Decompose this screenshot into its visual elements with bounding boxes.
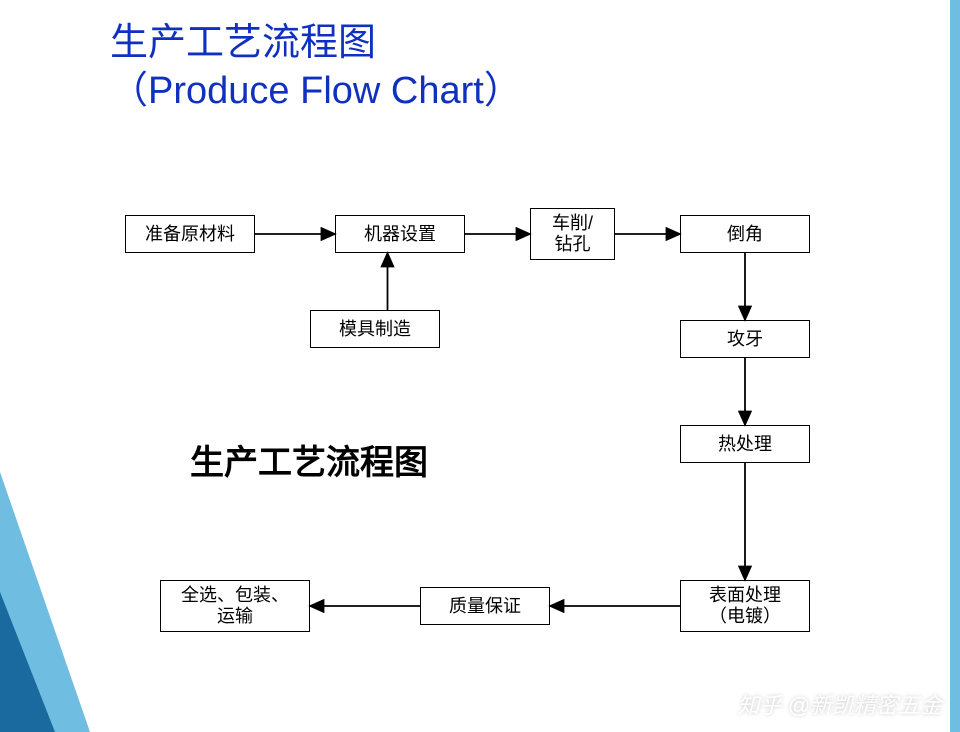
watermark: 知乎 @新凯精密五金 — [738, 688, 942, 720]
slide-stage: 生产工艺流程图 （Produce Flow Chart） 准备原材料 机器设置 车削… — [0, 0, 960, 732]
node-ship: 全选、包装、 运输 — [160, 580, 310, 632]
node-heat: 热处理 — [680, 425, 810, 463]
node-turn: 车削/ 钻孔 — [530, 208, 615, 260]
title-chinese: 生产工艺流程图 — [110, 20, 522, 68]
node-machine: 机器设置 — [335, 215, 465, 253]
title-paren-close: ） — [484, 70, 522, 112]
node-tap: 攻牙 — [680, 320, 810, 358]
slide-title: 生产工艺流程图 （Produce Flow Chart） — [110, 20, 522, 115]
title-paren-open: （ — [110, 70, 148, 112]
watermark-at: @ — [788, 693, 810, 718]
watermark-prefix: 知乎 — [738, 693, 788, 718]
node-raw: 准备原材料 — [125, 215, 255, 253]
center-label: 生产工艺流程图 — [190, 435, 428, 484]
decoration-left — [0, 472, 120, 732]
decoration-right — [950, 0, 960, 732]
node-chamfer: 倒角 — [680, 215, 810, 253]
node-surface: 表面处理 （电镀） — [680, 580, 810, 632]
title-english: （Produce Flow Chart） — [110, 68, 522, 116]
title-english-text: Produce Flow Chart — [148, 70, 484, 112]
watermark-author: 新凯精密五金 — [810, 693, 942, 718]
node-qc: 质量保证 — [420, 587, 550, 625]
node-mold: 模具制造 — [310, 310, 440, 348]
